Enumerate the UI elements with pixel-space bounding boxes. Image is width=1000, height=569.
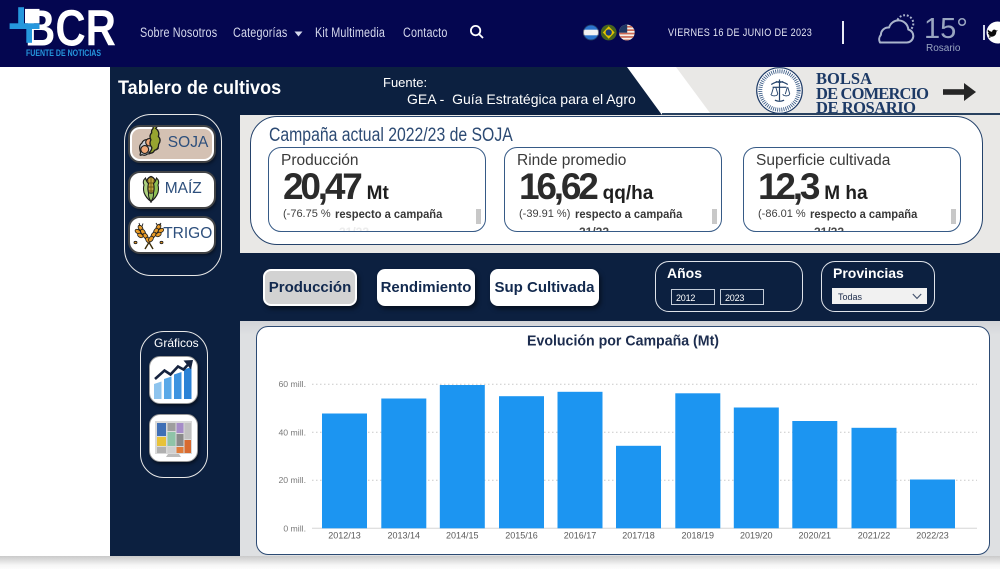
svg-text:2015/16: 2015/16 [505, 531, 538, 541]
svg-text:0 mill.: 0 mill. [283, 523, 306, 533]
svg-text:2012/13: 2012/13 [328, 531, 361, 541]
svg-text:2014/15: 2014/15 [446, 531, 479, 541]
svg-text:BCR: BCR [25, 4, 116, 57]
svg-text:2021/22: 2021/22 [858, 531, 891, 541]
svg-text:Evolución por Campaña (Mt): Evolución por Campaña (Mt) [527, 333, 719, 350]
svg-text:2013/14: 2013/14 [388, 531, 421, 541]
svg-text:2016/17: 2016/17 [564, 531, 597, 541]
svg-text:DE COMERCIO: DE COMERCIO [816, 84, 929, 103]
svg-text:2017/18: 2017/18 [622, 531, 655, 541]
svg-text:2020/21: 2020/21 [799, 531, 832, 541]
svg-text:DE ROSARIO: DE ROSARIO [816, 98, 916, 116]
svg-text:20 mill.: 20 mill. [278, 475, 306, 485]
svg-text:40 mill.: 40 mill. [278, 427, 306, 437]
svg-text:2022/23: 2022/23 [916, 531, 949, 541]
svg-text:2018/19: 2018/19 [682, 531, 715, 541]
svg-text:60 mill.: 60 mill. [278, 379, 306, 389]
svg-text:FUENTE DE NOTICIAS: FUENTE DE NOTICIAS [26, 48, 101, 59]
svg-text:BOLSA: BOLSA [816, 69, 872, 88]
svg-text:2019/20: 2019/20 [740, 531, 773, 541]
